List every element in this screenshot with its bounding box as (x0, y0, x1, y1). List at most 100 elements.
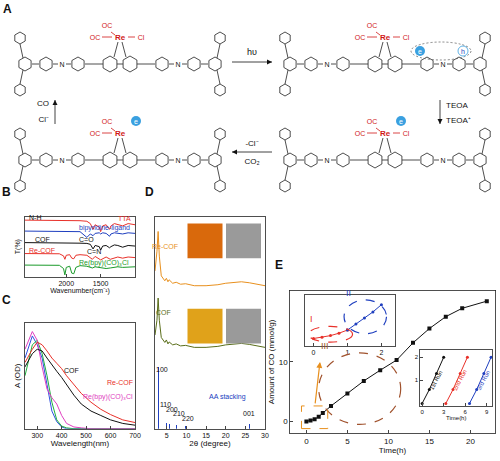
svg-text:Cl: Cl (138, 34, 145, 41)
svg-text:AA stacking: AA stacking (209, 393, 246, 401)
svg-text:25: 25 (241, 432, 249, 439)
svg-text:6: 6 (464, 409, 468, 415)
svg-text:2nd Run: 2nd Run (452, 369, 468, 392)
svg-text:15: 15 (202, 432, 210, 439)
svg-text:III: III (321, 341, 329, 351)
svg-text:OC: OC (90, 130, 101, 137)
svg-text:Time(h): Time(h) (446, 415, 466, 421)
svg-text:TEOA: TEOA (446, 101, 468, 110)
svg-text:2: 2 (415, 354, 419, 360)
svg-text:D: D (145, 185, 154, 199)
svg-text:A: A (3, 2, 12, 16)
svg-text:OC: OC (367, 22, 378, 29)
svg-text:N: N (324, 61, 329, 68)
svg-text:Re: Re (380, 129, 391, 138)
svg-text:I: I (310, 314, 313, 324)
svg-text:Cl⁻: Cl⁻ (38, 115, 49, 124)
svg-text:3rd Run: 3rd Run (476, 370, 491, 392)
svg-text:0: 0 (420, 409, 424, 415)
svg-text:T(%): T(%) (14, 239, 22, 254)
svg-text:N: N (59, 61, 64, 68)
svg-text:3: 3 (442, 409, 446, 415)
svg-text:10: 10 (279, 358, 288, 367)
svg-text:001: 001 (243, 410, 255, 417)
svg-text:Wavelength(nm): Wavelength(nm) (51, 439, 110, 448)
svg-text:1: 1 (345, 349, 349, 356)
svg-text:h: h (461, 48, 465, 55)
svg-text:Re(bpy)(CO)₃Cl: Re(bpy)(CO)₃Cl (83, 393, 133, 401)
svg-text:Wavenumber(cm⁻¹): Wavenumber(cm⁻¹) (50, 287, 110, 295)
svg-text:II: II (346, 288, 351, 298)
svg-text:OC: OC (102, 118, 113, 125)
svg-text:210: 210 (173, 410, 185, 417)
svg-text:TEOA⁺: TEOA⁺ (446, 116, 471, 125)
svg-text:700: 700 (129, 432, 141, 439)
svg-text:bipyridine-ligand: bipyridine-ligand (79, 224, 130, 232)
svg-text:15: 15 (425, 437, 434, 446)
svg-text:20: 20 (466, 437, 475, 446)
svg-text:A (OD): A (OD) (13, 363, 22, 388)
svg-text:CO: CO (37, 99, 49, 108)
svg-text:400: 400 (56, 432, 68, 439)
svg-text:COF: COF (64, 367, 79, 374)
svg-text:N: N (440, 61, 445, 68)
svg-text:-Cl⁻: -Cl⁻ (245, 139, 258, 148)
svg-text:Time(h): Time(h) (379, 446, 407, 455)
svg-text:600: 600 (105, 432, 117, 439)
svg-text:OC: OC (90, 34, 101, 41)
svg-text:CO₂: CO₂ (244, 157, 259, 166)
svg-text:OC: OC (355, 34, 366, 41)
svg-text:0: 0 (312, 349, 316, 356)
svg-text:220: 220 (182, 415, 194, 422)
svg-text:20: 20 (222, 432, 230, 439)
svg-text:0: 0 (283, 417, 288, 426)
svg-text:1st Run: 1st Run (429, 370, 444, 391)
svg-text:COF: COF (156, 309, 171, 316)
svg-text:Re-COF: Re-COF (107, 379, 133, 386)
svg-text:e: e (399, 118, 403, 125)
svg-text:0: 0 (304, 437, 309, 446)
svg-text:1: 1 (415, 377, 419, 383)
svg-text:2θ (degree): 2θ (degree) (189, 439, 231, 448)
svg-text:Cl: Cl (403, 34, 410, 41)
svg-text:5: 5 (165, 432, 169, 439)
svg-text:Amount of CO (mmol/g): Amount of CO (mmol/g) (267, 319, 276, 404)
svg-text:C=N: C=N (87, 248, 101, 255)
svg-text:500: 500 (80, 432, 92, 439)
svg-text:hυ: hυ (247, 47, 257, 57)
svg-text:Re-COF: Re-COF (29, 247, 55, 254)
svg-text:E: E (275, 258, 283, 272)
svg-text:10: 10 (384, 437, 393, 446)
svg-text:N: N (440, 157, 445, 164)
svg-text:N: N (59, 157, 64, 164)
svg-text:e: e (134, 118, 138, 125)
svg-text:C=O: C=O (79, 236, 94, 243)
svg-text:Cl: Cl (403, 130, 410, 137)
svg-text:200: 200 (166, 406, 178, 413)
svg-text:300: 300 (31, 432, 43, 439)
svg-text:B: B (2, 185, 11, 199)
svg-text:OC: OC (367, 118, 378, 125)
svg-text:Re(bpy)(CO)₃Cl: Re(bpy)(CO)₃Cl (79, 259, 129, 267)
svg-text:110: 110 (160, 401, 171, 408)
svg-text:Re: Re (115, 129, 126, 138)
svg-text:N: N (175, 61, 180, 68)
svg-text:100: 100 (156, 366, 168, 373)
svg-text:OC: OC (102, 22, 113, 29)
svg-text:5: 5 (345, 437, 350, 446)
svg-text:2000: 2000 (58, 280, 74, 287)
svg-text:2: 2 (379, 349, 383, 356)
svg-text:C: C (2, 293, 11, 307)
svg-text:9: 9 (485, 409, 489, 415)
svg-text:e: e (418, 48, 422, 55)
svg-text:TTA: TTA (118, 215, 131, 222)
svg-text:30: 30 (261, 432, 269, 439)
svg-text:Re: Re (115, 33, 126, 42)
svg-text:N-H: N-H (29, 214, 41, 221)
svg-text:Re: Re (380, 33, 391, 42)
svg-text:10: 10 (183, 432, 191, 439)
svg-text:Re-COF: Re-COF (152, 243, 178, 250)
svg-text:1500: 1500 (93, 280, 109, 287)
svg-text:N: N (324, 157, 329, 164)
svg-text:COF: COF (35, 236, 50, 243)
